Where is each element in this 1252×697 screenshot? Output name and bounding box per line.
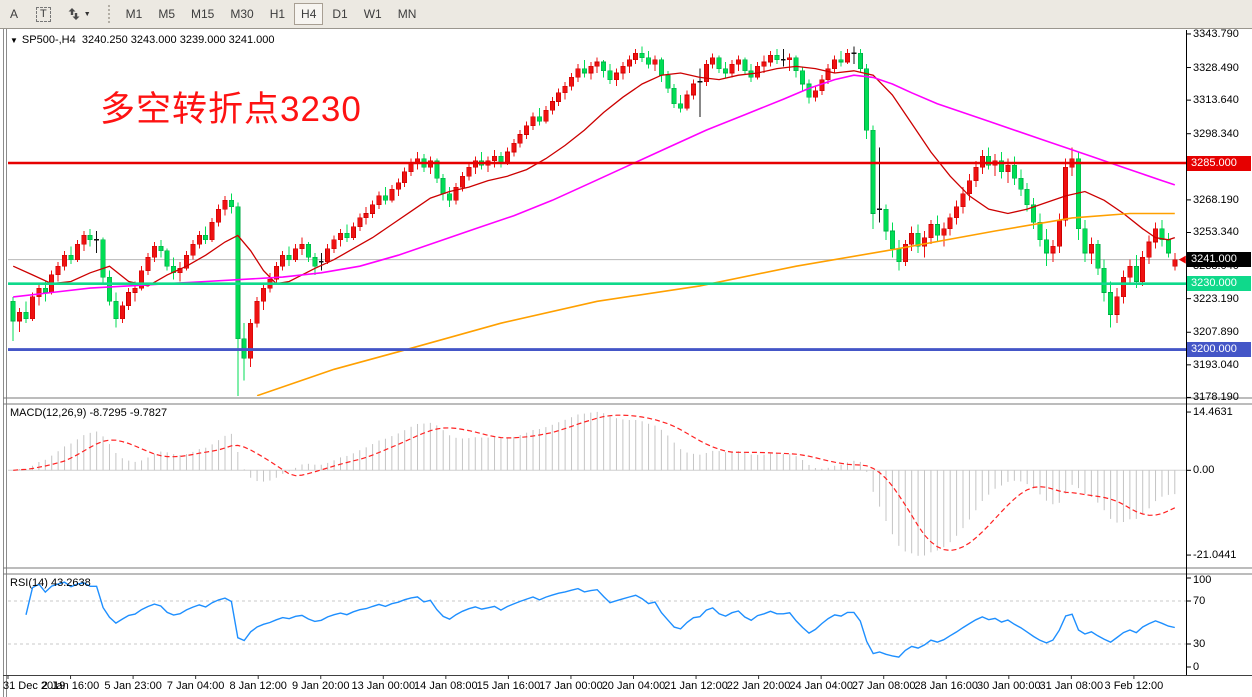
panel-splitter-macd[interactable] — [0, 395, 1252, 403]
rsi-tick-label: 70 — [1193, 595, 1206, 607]
rsi-indicator-label: RSI(14) 43.2638 — [10, 577, 91, 589]
timeframe-button-MN[interactable]: MN — [391, 3, 424, 25]
price-tick-label: 3253.340 — [1193, 226, 1239, 239]
panel-splitter-rsi[interactable] — [0, 565, 1252, 573]
timeframe-button-M1[interactable]: M1 — [119, 3, 150, 25]
rsi-tick-label: 100 — [1193, 574, 1212, 586]
chart-window: ▼ SP500-,H4 3240.250 3243.000 3239.000 32… — [0, 27, 1252, 697]
price-tick-label: 3207.890 — [1193, 326, 1239, 339]
price-tick-label: 3193.040 — [1193, 358, 1239, 371]
ma-slow-orange — [256, 212, 1175, 396]
rsi-line — [25, 581, 1175, 658]
date-label: 8 Jan 12:00 — [229, 680, 287, 692]
rsi-tick-label: 0 — [1193, 661, 1200, 673]
dropdown-caret-icon: ▼ — [83, 10, 91, 18]
date-label: 31 Jan 08:00 — [1039, 680, 1104, 692]
price-tick-label: 3223.190 — [1193, 292, 1239, 305]
date-label: 22 Jan 20:00 — [726, 680, 791, 692]
macd-indicator-label: MACD(12,26,9) -8.7295 -9.7827 — [10, 407, 168, 419]
chart-canvas[interactable] — [0, 29, 1252, 697]
timeframes-group: M1 M5 M15 M30 H1 H4 D1 W1 MN — [118, 3, 425, 25]
current-price-badge: 3241.000 — [1187, 252, 1251, 268]
price-tick-label: 3178.190 — [1193, 391, 1239, 404]
date-label: 3 Feb 12:00 — [1104, 680, 1164, 692]
date-label: 27 Jan 08:00 — [851, 680, 916, 692]
annotation-text[interactable]: 多空转折点3230 — [100, 90, 362, 129]
date-label: 5 Jan 23:00 — [104, 680, 162, 692]
macd-signal-line — [13, 414, 1176, 552]
price-tick-label: 3343.790 — [1193, 27, 1239, 40]
timeframe-button-W1[interactable]: W1 — [357, 3, 389, 25]
candles-series — [10, 46, 1178, 396]
symbol-ohlc-text: SP500-,H4 3240.250 3243.000 3239.000 324… — [21, 34, 275, 46]
price-level-badge-3230.000: 3230.000 — [1187, 276, 1251, 292]
macd-tick-label: 0.00 — [1193, 464, 1215, 477]
date-label: 13 Jan 00:00 — [351, 680, 416, 692]
ma-fast-red — [12, 65, 1176, 287]
date-label: 28 Jan 16:00 — [914, 680, 979, 692]
symbol-dropdown-icon[interactable]: ▼ — [10, 36, 18, 45]
price-tick-label: 3328.490 — [1193, 61, 1239, 74]
timeframe-button-M5[interactable]: M5 — [151, 3, 182, 25]
price-tick-label: 3298.340 — [1193, 127, 1239, 140]
date-label: 7 Jan 04:00 — [166, 680, 225, 692]
text-label-tool-button[interactable]: A — [1, 3, 27, 25]
macd-tick-label: -21.0441 — [1193, 549, 1237, 562]
rsi-tick-label: 30 — [1193, 638, 1206, 650]
date-label: 21 Jan 12:00 — [664, 680, 728, 692]
date-label: 17 Jan 00:00 — [539, 680, 603, 692]
chart-ohlc-header: ▼ SP500-,H4 3240.250 3243.000 3239.000 32… — [10, 34, 275, 46]
toolbar: A T ▼ M1 M5 M15 M30 H1 H4 D1 W1 MN — [0, 0, 1252, 29]
price-level-badge-3285.000: 3285.000 — [1187, 155, 1251, 171]
price-level-badge-3200.000: 3200.000 — [1187, 342, 1251, 358]
time-axis[interactable]: 31 Dec 2019 2 Jan 16:00 5 Jan 23:00 7 Jan 0… — [0, 675, 1252, 697]
price-tick-label: 3268.190 — [1193, 193, 1239, 206]
text-box-tool-button[interactable]: T — [29, 3, 58, 25]
macd-tick-label: 14.4631 — [1193, 406, 1233, 419]
ma-mid-magenta — [13, 74, 1176, 298]
text-box-icon: T — [36, 6, 51, 22]
price-marker-arrow — [1178, 255, 1186, 264]
arrange-objects-button[interactable]: ▼ — [60, 3, 98, 25]
date-label: 31 Dec 2019 — [3, 680, 66, 692]
toolbar-grip-handle[interactable] — [106, 4, 112, 24]
timeframe-button-M30[interactable]: M30 — [223, 3, 260, 25]
date-label: 14 Jan 08:00 — [414, 680, 478, 692]
date-label: 9 Jan 20:00 — [292, 680, 350, 692]
timeframe-button-M15[interactable]: M15 — [184, 3, 221, 25]
timeframe-button-H4[interactable]: H4 — [294, 3, 324, 25]
timeframe-button-D1[interactable]: D1 — [325, 3, 354, 25]
date-label: 2 Jan 16:00 — [41, 680, 100, 692]
price-tick-label: 3313.640 — [1193, 94, 1239, 107]
arrows-icon — [68, 8, 80, 20]
macd-histogram — [19, 411, 1176, 556]
price-axis[interactable]: 3343.7903328.4903313.6403298.3403283.490… — [1186, 27, 1252, 675]
date-label: 24 Jan 04:00 — [789, 680, 853, 692]
date-label: 15 Jan 16:00 — [476, 680, 541, 692]
date-label: 20 Jan 04:00 — [601, 680, 666, 692]
timeframe-button-H1[interactable]: H1 — [263, 3, 292, 25]
date-label: 30 Jan 00:00 — [976, 680, 1041, 692]
